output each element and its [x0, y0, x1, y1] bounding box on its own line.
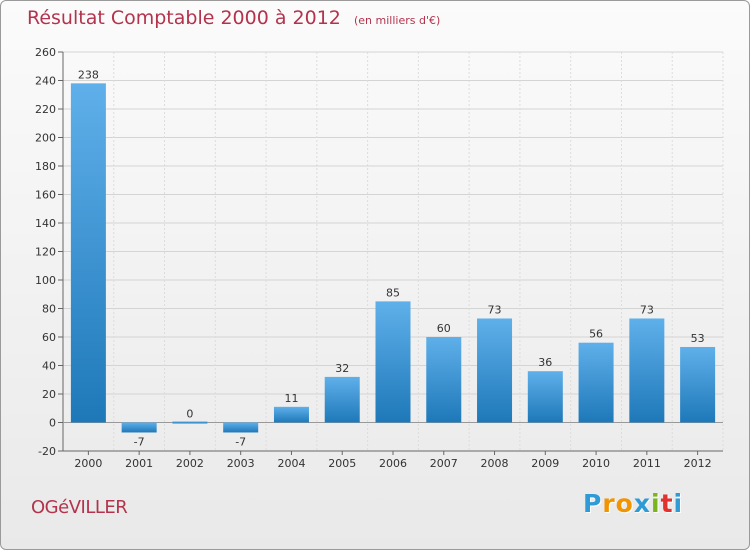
y-tick-label: 200 — [35, 132, 56, 145]
data-label-2005: 32 — [335, 362, 349, 375]
y-tick-label: 220 — [35, 103, 56, 116]
y-tick-label: 260 — [35, 46, 56, 59]
y-tick-label: 180 — [35, 160, 56, 173]
bar-2009 — [527, 371, 563, 423]
x-tick-label: 2011 — [633, 457, 661, 470]
logo-letter: P — [583, 489, 603, 518]
logo-letter: o — [615, 489, 634, 518]
x-tick-label: 2010 — [582, 457, 610, 470]
x-tick-label: 2002 — [176, 457, 204, 470]
proxiti-logo: Proxiti — [583, 489, 683, 518]
logo-letter: r — [602, 489, 616, 518]
bar-2012 — [680, 346, 716, 423]
logo-letter: i — [673, 489, 684, 518]
data-label-2001: -7 — [134, 435, 145, 448]
x-tick-label: 2007 — [430, 457, 458, 470]
bar-2006 — [375, 301, 411, 423]
data-label-2000: 238 — [78, 68, 99, 81]
x-tick-label: 2008 — [481, 457, 509, 470]
bar-2010 — [578, 342, 614, 423]
bars — [70, 83, 716, 433]
y-tick-label: 160 — [35, 189, 56, 202]
bar-2008 — [477, 318, 513, 423]
data-label-2010: 56 — [589, 328, 603, 341]
y-tick-label: 100 — [35, 274, 56, 287]
y-tick-label: 40 — [42, 360, 56, 373]
title-row: Résultat Comptable 2000 à 2012 (en milli… — [27, 7, 440, 29]
x-tick-label: 2003 — [227, 457, 255, 470]
data-label-2006: 85 — [386, 286, 400, 299]
bar-2003 — [223, 422, 259, 433]
bar-2002 — [172, 421, 208, 424]
x-tick-label: 2012 — [684, 457, 712, 470]
data-label-2002: 0 — [186, 408, 193, 421]
data-label-2011: 73 — [640, 303, 654, 316]
data-label-2007: 60 — [437, 322, 451, 335]
x-tick-label: 2006 — [379, 457, 407, 470]
data-label-2012: 53 — [691, 332, 705, 345]
y-tick-label: -20 — [38, 445, 56, 458]
y-tick-label: 80 — [42, 303, 56, 316]
data-labels: 238 -7 0 -7 11 32 85 60 73 36 56 73 53 — [78, 68, 705, 448]
y-tick-label: 140 — [35, 217, 56, 230]
chart-subtitle: (en milliers d'€) — [353, 14, 441, 27]
x-tick-label: 2001 — [125, 457, 153, 470]
y-tick-label: 20 — [42, 388, 56, 401]
y-tick-label: 120 — [35, 246, 56, 259]
data-label-2008: 73 — [488, 303, 502, 316]
x-tick-label: 2000 — [74, 457, 102, 470]
bar-2007 — [426, 337, 462, 423]
data-label-2004: 11 — [284, 392, 298, 405]
data-label-2009: 36 — [538, 356, 552, 369]
y-tick-labels: -20 0 20 40 60 80 100 120 140 160 180 200 220 240 260 — [35, 46, 56, 458]
data-label-2003: -7 — [235, 435, 246, 448]
y-tick-label: 240 — [35, 75, 56, 88]
y-tick-label: 0 — [49, 417, 56, 430]
x-tick-label: 2009 — [531, 457, 559, 470]
bar-2004 — [273, 406, 309, 423]
bar-2000 — [70, 83, 106, 423]
bar-2001 — [121, 422, 157, 433]
bar-2005 — [324, 376, 360, 423]
bar-2011 — [629, 318, 665, 423]
x-tick-labels: 2000 2001 2002 2003 2004 2005 2006 2007 2008 2009… — [74, 457, 711, 470]
logo-letter: x — [633, 489, 651, 518]
chart-title: Résultat Comptable 2000 à 2012 — [27, 7, 341, 29]
logo-letter: t — [660, 489, 674, 518]
commune-name: OGéVILLER — [31, 497, 128, 518]
y-tick-label: 60 — [42, 331, 56, 344]
x-tick-label: 2004 — [277, 457, 305, 470]
logo-letter: i — [651, 489, 661, 518]
x-tick-label: 2005 — [328, 457, 356, 470]
